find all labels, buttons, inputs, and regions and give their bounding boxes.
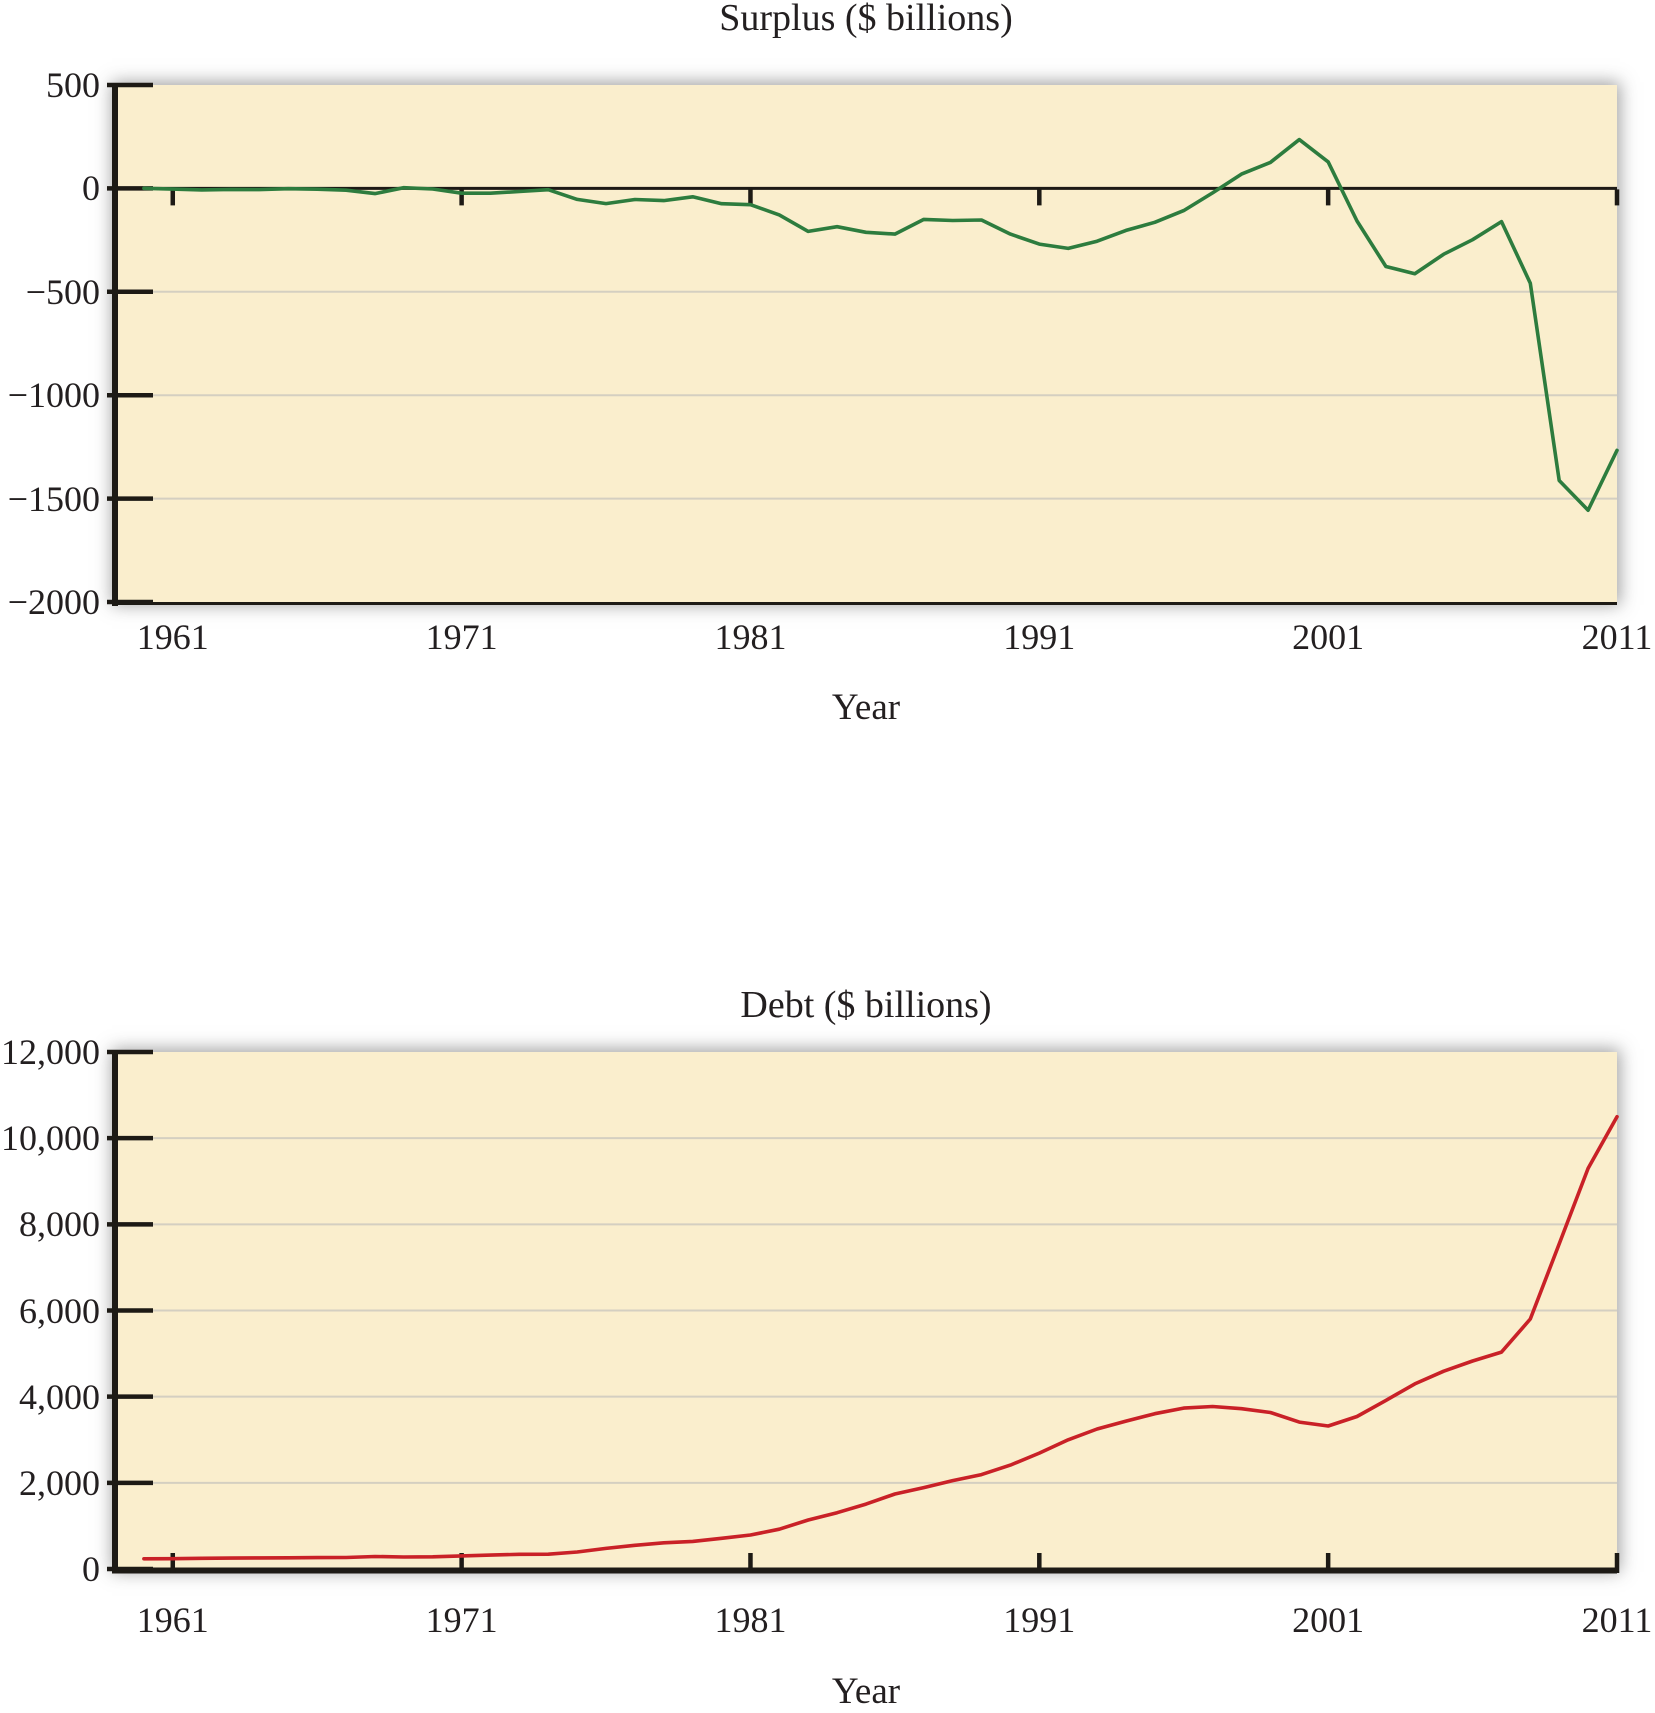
debt-line <box>142 1114 1619 1561</box>
surplus-y-tick-label: 0 <box>82 168 100 209</box>
surplus-line <box>142 137 1619 513</box>
debt-chart-title: Debt ($ billions) <box>740 984 992 1026</box>
surplus-y-tick-label: −1500 <box>7 478 100 519</box>
debt-y-tick-label: 4,000 <box>19 1376 100 1417</box>
debt-y-tick-label: 6,000 <box>19 1290 100 1331</box>
debt-x-tick-label: 1991 <box>1003 1600 1076 1640</box>
surplus-y-tick-label: −1000 <box>7 375 100 416</box>
surplus-y-tick-label: −2000 <box>7 582 100 622</box>
surplus-x-tick-label: 2011 <box>1581 617 1653 657</box>
debt-x-tick-label: 1961 <box>136 1600 209 1640</box>
surplus-x-tick-label: 1981 <box>714 617 787 657</box>
surplus-x-tick-label: 2001 <box>1292 617 1365 657</box>
surplus-chart-title: Surplus ($ billions) <box>719 0 1013 39</box>
debt-x-tick-label: 1981 <box>714 1600 787 1640</box>
debt-y-tick-label: 10,000 <box>1 1118 100 1159</box>
debt-x-tick-label: 2001 <box>1292 1600 1365 1640</box>
debt-x-tick-label: 1971 <box>425 1600 498 1640</box>
debt-y-tick-label: 12,000 <box>1 1032 100 1072</box>
surplus-x-axis-title: Year <box>831 687 901 728</box>
surplus-x-tick-label: 1971 <box>425 617 498 657</box>
debt-y-tick-label: 8,000 <box>19 1204 100 1245</box>
surplus-x-tick-label: 1961 <box>136 617 209 657</box>
surplus-x-tick-label: 1991 <box>1003 617 1076 657</box>
surplus-y-tick-label: 500 <box>46 65 100 105</box>
debt-y-tick-label: 0 <box>82 1549 100 1589</box>
debt-x-tick-label: 2011 <box>1581 1600 1653 1640</box>
debt-x-axis-title: Year <box>831 1671 901 1712</box>
surplus-y-tick-label: −500 <box>25 271 100 312</box>
surplus-plot-area <box>115 85 1617 602</box>
debt-y-tick-label: 2,000 <box>19 1462 100 1503</box>
